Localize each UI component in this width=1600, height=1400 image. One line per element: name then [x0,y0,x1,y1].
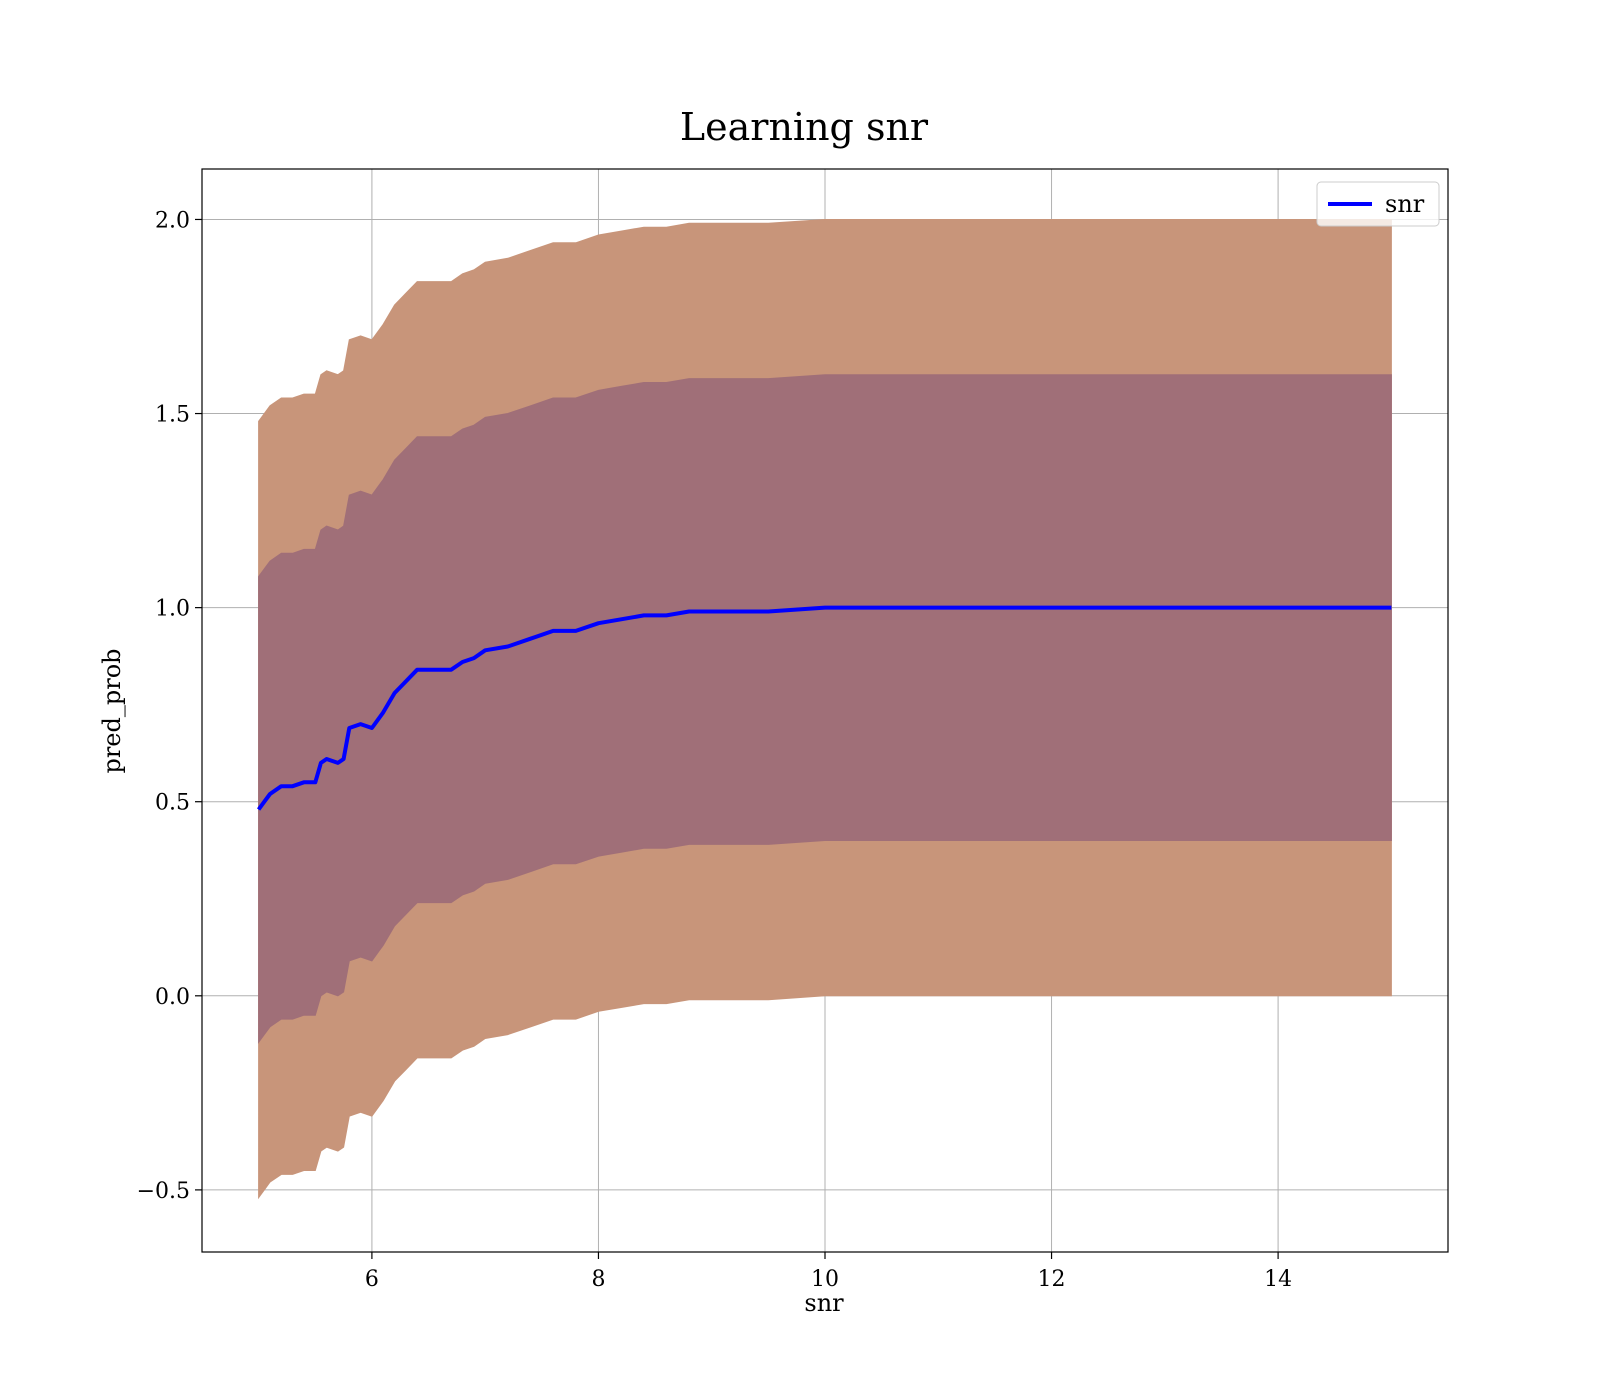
y-axis-title: pred_prob [98,648,126,773]
plot-area [195,168,1449,1259]
inner-band [258,374,1392,1044]
x-tick-label-0: 6 [365,1267,379,1292]
y-tick-label-1: 0.0 [155,985,190,1010]
legend-label-snr: snr [1385,190,1425,218]
y-tick-label-2: 0.5 [155,791,190,816]
x-tick-label-1: 8 [591,1267,605,1292]
series-line-snr [256,605,1392,811]
y-tick-label-4: 1.5 [155,403,190,428]
legend-box [1316,181,1440,227]
y-tick-label-3: 1.0 [155,597,190,622]
y-tick-label-5: 2.0 [155,208,190,233]
x-axis-title: snr [804,1289,844,1317]
chart-title: Learning snr [680,105,929,149]
x-tick-label-2: 10 [811,1267,839,1292]
legend: snr [1316,181,1440,227]
x-tick-label-3: 12 [1038,1267,1066,1292]
y-tick-label-0: −0.5 [137,1179,190,1204]
x-tick-label-4: 14 [1264,1267,1292,1292]
